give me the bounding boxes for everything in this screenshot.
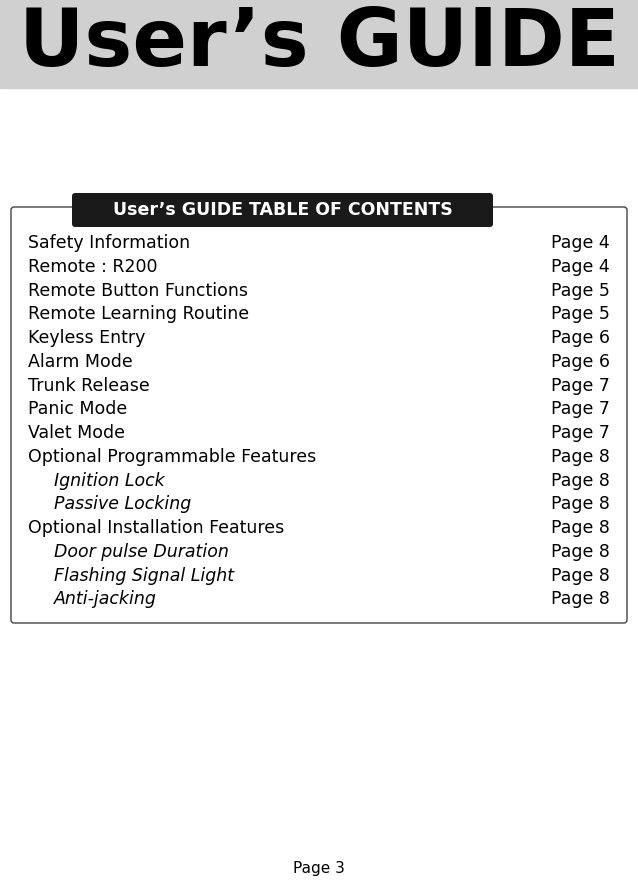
Text: Remote Button Functions: Remote Button Functions — [28, 281, 248, 300]
FancyBboxPatch shape — [11, 207, 627, 623]
Text: Keyless Entry: Keyless Entry — [28, 329, 145, 347]
Text: Page 8: Page 8 — [551, 519, 610, 537]
Text: Remote Learning Routine: Remote Learning Routine — [28, 305, 249, 323]
Text: Page 4: Page 4 — [551, 234, 610, 252]
Text: Panic Mode: Panic Mode — [28, 400, 127, 418]
Text: Page 8: Page 8 — [551, 448, 610, 465]
Text: Page 3: Page 3 — [293, 861, 345, 876]
Text: Flashing Signal Light: Flashing Signal Light — [54, 567, 234, 585]
Text: Remote : R200: Remote : R200 — [28, 258, 158, 276]
Text: Page 6: Page 6 — [551, 329, 610, 347]
Text: Page 8: Page 8 — [551, 590, 610, 608]
Text: Alarm Mode: Alarm Mode — [28, 352, 133, 371]
Text: Page 5: Page 5 — [551, 305, 610, 323]
Text: Page 5: Page 5 — [551, 281, 610, 300]
Text: Page 6: Page 6 — [551, 352, 610, 371]
Text: Page 7: Page 7 — [551, 376, 610, 394]
Text: Page 4: Page 4 — [551, 258, 610, 276]
Text: Door pulse Duration: Door pulse Duration — [54, 543, 229, 561]
Text: Trunk Release: Trunk Release — [28, 376, 150, 394]
Text: Page 8: Page 8 — [551, 543, 610, 561]
Text: Page 7: Page 7 — [551, 400, 610, 418]
Text: User’s GUIDE TABLE OF CONTENTS: User’s GUIDE TABLE OF CONTENTS — [113, 201, 452, 219]
Text: Passive Locking: Passive Locking — [54, 496, 191, 514]
Text: Page 8: Page 8 — [551, 472, 610, 490]
Bar — [0, 0, 638, 88]
Text: Valet Mode: Valet Mode — [28, 424, 125, 442]
Text: Page 8: Page 8 — [551, 496, 610, 514]
Text: Optional Programmable Features: Optional Programmable Features — [28, 448, 316, 465]
Text: Page 7: Page 7 — [551, 424, 610, 442]
Text: Safety Information: Safety Information — [28, 234, 190, 252]
Text: Page 8: Page 8 — [551, 567, 610, 585]
Text: User’s GUIDE: User’s GUIDE — [19, 5, 619, 83]
Text: Anti-jacking: Anti-jacking — [54, 590, 157, 608]
Text: Ignition Lock: Ignition Lock — [54, 472, 165, 490]
Text: Optional Installation Features: Optional Installation Features — [28, 519, 285, 537]
FancyBboxPatch shape — [72, 193, 493, 227]
